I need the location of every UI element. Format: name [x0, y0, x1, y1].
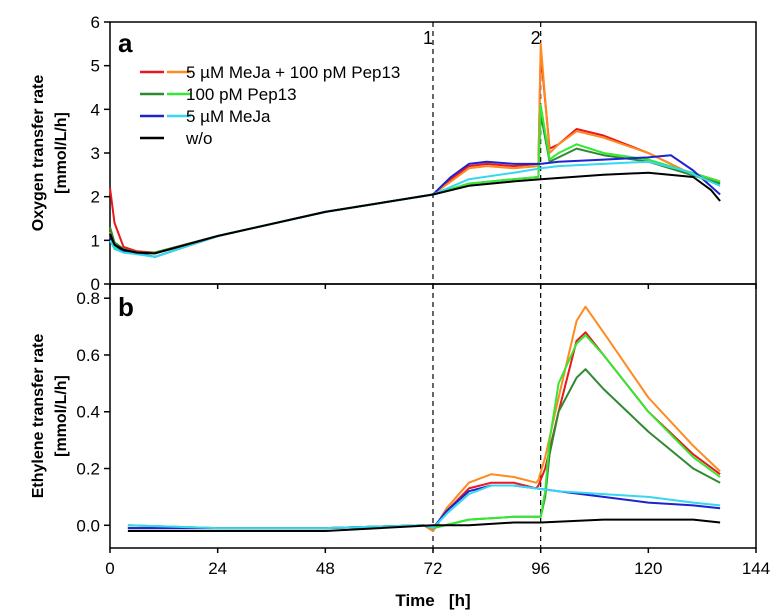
y-tick-label-a-0: 0: [91, 275, 100, 294]
x-tick-label-3: 72: [424, 559, 443, 578]
panel-label-a: a: [118, 28, 133, 58]
y-tick-label-b-3: 0.6: [76, 346, 100, 365]
y-tick-label-b-4: 0.8: [76, 289, 100, 308]
series-line-b-4: [127, 484, 721, 530]
y-tick-label-b-2: 0.4: [76, 403, 100, 422]
series-line-b-1: [127, 305, 721, 532]
series-line-b-5: [127, 484, 721, 530]
y-axis-label-a: Oxygen transfer rate: [30, 75, 47, 232]
panel-b: b 0.0 0.2 0.4 0.6 0.8 0 24 48 72 96 120 144 Ethyle…: [30, 283, 770, 610]
y-tick-label-a-3: 3: [91, 144, 100, 163]
y-axis-label-b: Ethylene transfer rate: [30, 334, 47, 499]
marker-label-1: 1: [423, 28, 433, 48]
y-tick-label-a-1: 1: [91, 231, 100, 250]
y-tick-label-b-1: 0.2: [76, 460, 100, 479]
series-line-a-3: [109, 104, 721, 255]
y-tick-label-b-0: 0.0: [76, 516, 100, 535]
x-tick-label-6: 144: [742, 559, 770, 578]
legend: 5 µM MeJa + 100 pM Pep13 100 pM Pep13 5 µM…: [140, 63, 400, 148]
series-line-a-6: [109, 171, 721, 255]
x-tick-label-5: 120: [634, 559, 662, 578]
x-tick-label-0: 0: [105, 559, 114, 578]
x-tick-label-4: 96: [531, 559, 550, 578]
legend-label-1: 100 pM Pep13: [186, 85, 297, 104]
panel-label-b: b: [118, 292, 134, 322]
x-axis-label: Time [h]: [395, 591, 470, 610]
series-line-b-3: [127, 334, 721, 530]
x-tick-label-2: 48: [316, 559, 335, 578]
marker-label-2: 2: [531, 28, 541, 48]
panel-a: a 1 2 0 1 2 3 4 5 6 5 µM MeJa + 100 pM Pep13 100…: [30, 13, 757, 294]
series-line-a-5: [109, 160, 721, 258]
series-line-a-0: [109, 51, 721, 254]
y-axis-label-a-unit: [mmol/L/h]: [53, 112, 70, 194]
legend-label-2: 5 µM MeJa: [186, 107, 271, 126]
y-tick-label-a-4: 4: [91, 100, 100, 119]
y-axis-label-b-unit: [mmol/L/h]: [53, 375, 70, 457]
y-tick-label-a-6: 6: [91, 13, 100, 32]
x-tick-label-1: 24: [208, 559, 227, 578]
legend-label-0: 5 µM MeJa + 100 pM Pep13: [186, 63, 400, 82]
y-tick-label-a-2: 2: [91, 188, 100, 207]
series-line-b-6: [127, 518, 721, 532]
y-tick-label-a-5: 5: [91, 57, 100, 76]
series-line-b-2: [127, 368, 721, 530]
legend-label-3: w/o: [185, 129, 212, 148]
